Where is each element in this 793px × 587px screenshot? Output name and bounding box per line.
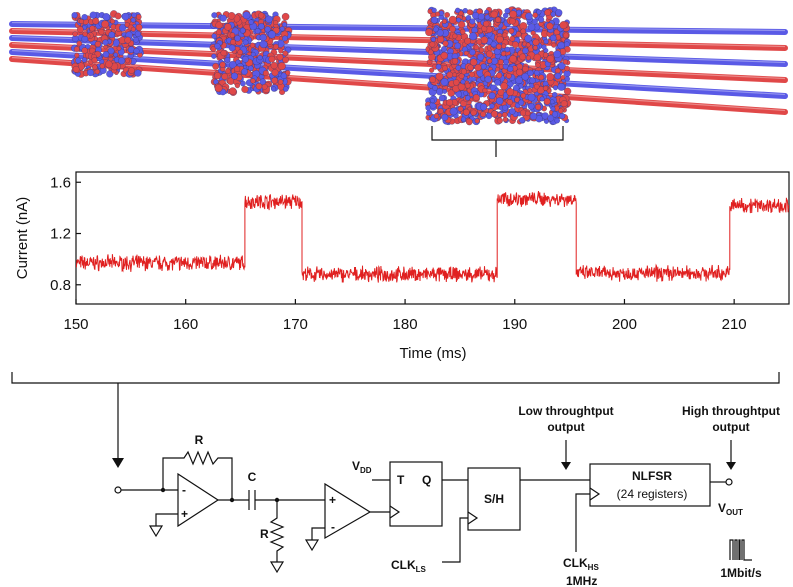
low-output-label-2: output: [547, 420, 584, 434]
x-axis-ticks: 150 160 170 180 190 200 210: [63, 299, 747, 333]
readout-circuit: R - + C R + - VDD T Q S/H: [114, 404, 780, 587]
feedback-resistor: [162, 450, 233, 500]
x-tick-label: 160: [173, 316, 198, 333]
nlfsr-sub-label: (24 registers): [617, 487, 688, 501]
x-tick-label: 170: [283, 316, 308, 333]
nanotube: [9, 49, 788, 99]
molecule-cluster: [424, 6, 572, 126]
opamp2-plus-label: +: [329, 493, 336, 507]
arrow-down-icon: [561, 462, 571, 470]
capacitor-label: C: [248, 470, 257, 484]
plot-frame: [75, 171, 790, 305]
y-tick-label: 0.8: [50, 277, 71, 294]
nanotube: [9, 56, 788, 115]
arrow-down-icon: [112, 458, 124, 468]
nlfsr-label: NLFSR: [632, 469, 672, 483]
y-axis-label: Current (nA): [14, 197, 31, 280]
opamp1-minus-label: -: [182, 483, 186, 497]
vdd-label: VDD: [352, 459, 372, 475]
bitstream-icon: [729, 539, 752, 561]
sample-hold-label: S/H: [484, 492, 504, 506]
current-trace-chart: 0.8 1.2 1.6 150 160 170 180 190 200 210 Time (ms…: [14, 171, 790, 362]
flipflop-t-label: T: [397, 473, 405, 487]
nanopore-array-illustration: [9, 6, 788, 126]
resistor-label: R: [195, 433, 204, 447]
shunt-resistor: [269, 500, 285, 562]
x-tick-label: 150: [63, 316, 88, 333]
clk-hs-label: CLKHS: [563, 556, 599, 572]
bitrate-label: 1Mbit/s: [720, 566, 762, 580]
vout-label: VOUT: [718, 501, 743, 517]
sample-hold: [467, 467, 521, 531]
nlfsr-block: [589, 463, 711, 507]
flipflop-q-label: Q: [422, 473, 431, 487]
arrow-down-icon: [726, 462, 736, 470]
ground-icon: [304, 539, 320, 552]
molecule-cluster: [71, 10, 144, 78]
opamp-1: [177, 472, 220, 528]
x-axis-label: Time (ms): [400, 345, 467, 362]
x-tick-label: 200: [612, 316, 637, 333]
y-tick-label: 1.2: [50, 226, 71, 243]
y-axis-ticks: 0.8 1.2 1.6: [50, 174, 81, 294]
output-terminal: [725, 478, 733, 486]
input-terminal: [114, 486, 122, 494]
resistor-label: R: [260, 527, 269, 541]
current-trace-line: [76, 191, 789, 283]
capacitor: [248, 490, 256, 510]
ground-icon: [269, 561, 285, 574]
illustration-bracket: [431, 126, 564, 157]
clk-hs-frequency: 1MHz: [566, 574, 597, 587]
y-tick-label: 1.6: [50, 174, 71, 191]
opamp1-plus-label: +: [181, 507, 188, 521]
molecule-cluster: [209, 10, 293, 96]
x-tick-label: 210: [722, 316, 747, 333]
high-output-label-2: output: [712, 420, 749, 434]
high-output-label: High throughtput: [682, 404, 780, 418]
x-tick-label: 180: [393, 316, 418, 333]
opamp-2: [324, 482, 372, 540]
nanotube: [9, 35, 788, 67]
opamp2-minus-label: -: [331, 520, 335, 534]
clk-ls-label: CLKLS: [391, 558, 427, 574]
chart-bracket: [11, 372, 780, 463]
low-output-label: Low throughtput: [518, 404, 613, 418]
ground-icon: [148, 525, 164, 538]
molecule-clusters: [71, 6, 572, 126]
x-tick-label: 190: [502, 316, 527, 333]
t-flipflop: [389, 461, 443, 527]
